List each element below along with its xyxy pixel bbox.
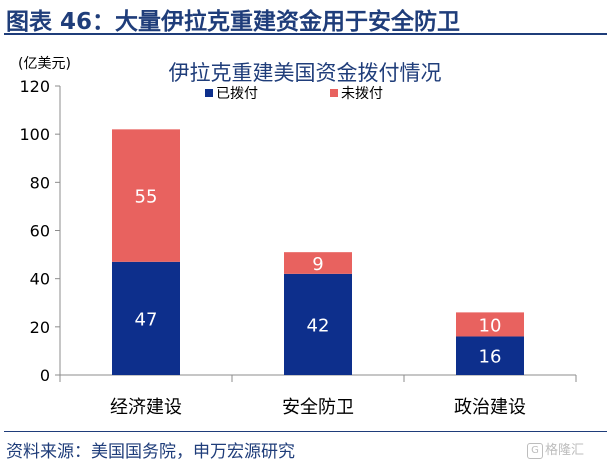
x-axis: 经济建设 安全防卫 政治建设	[59, 374, 577, 418]
bars: 47 55 42 9 16 10	[112, 129, 524, 375]
watermark: G 格隆汇	[527, 439, 584, 459]
y-tick-label: 120	[19, 77, 50, 96]
y-tick-label: 80	[30, 173, 50, 192]
y-tick-label: 100	[19, 125, 50, 144]
source-note: 资料来源：美国国务院，申万宏源研究	[6, 442, 295, 462]
bar-segment	[456, 312, 524, 337]
bar-segment	[284, 273, 352, 375]
bar-segment	[456, 336, 524, 375]
y-tick-label: 60	[30, 222, 50, 241]
bar-segment	[284, 252, 352, 274]
y-tick-label: 0	[40, 366, 50, 385]
data-label: 47	[135, 309, 158, 330]
x-tick-label: 政治建设	[454, 397, 526, 418]
data-label: 9	[312, 254, 323, 275]
x-tick-label: 经济建设	[110, 397, 182, 418]
chart-title: 伊拉克重建美国资金拨付情况	[169, 61, 442, 85]
watermark-text: 格隆汇	[545, 443, 585, 458]
legend-label: 已拨付	[216, 86, 258, 102]
watermark-logo-icon: G	[527, 442, 543, 459]
legend-swatch	[205, 89, 213, 97]
y-axis-unit-label: (亿美元)	[18, 56, 71, 72]
data-label: 55	[135, 187, 158, 208]
y-axis: 0 20 40 60 80 100 120	[19, 77, 61, 385]
legend-label: 未拨付	[341, 86, 383, 102]
x-tick-label: 安全防卫	[282, 397, 354, 418]
data-label: 42	[307, 315, 330, 336]
figure-title: 图表 46：大量伊拉克重建资金用于安全防卫	[6, 9, 461, 35]
legend: 已拨付 未拨付	[205, 86, 383, 102]
stacked-bar-chart: 伊拉克重建美国资金拨付情况 (亿美元) 已拨付 未拨付 0 20 40 60 80 100 1…	[18, 56, 577, 418]
y-tick-label: 40	[30, 270, 50, 289]
data-label: 16	[479, 347, 502, 368]
bar-segment	[112, 129, 180, 262]
bar-segment	[112, 261, 180, 375]
legend-swatch	[330, 89, 338, 97]
header-divider	[4, 33, 607, 35]
y-tick-label: 20	[30, 318, 50, 337]
data-label: 10	[479, 315, 502, 336]
footer-divider	[4, 431, 607, 432]
